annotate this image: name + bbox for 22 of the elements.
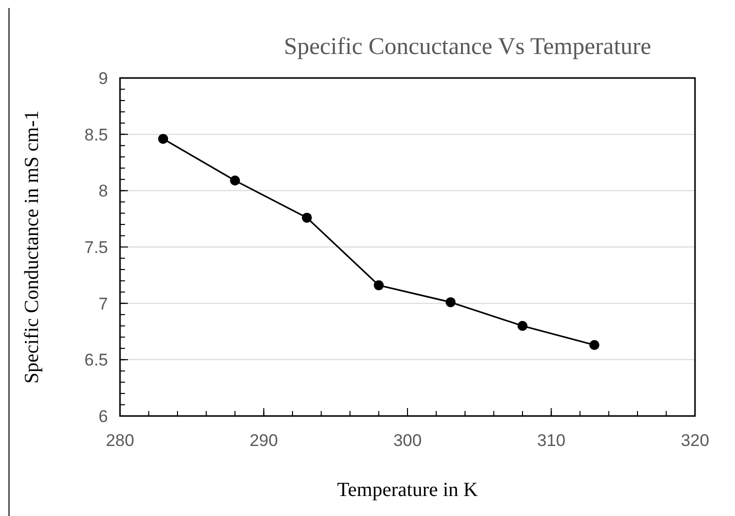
x-tick-label: 290 [250,431,278,450]
point [230,176,240,186]
x-axis-title: Temperature in K [337,479,478,501]
y-tick-label: 9 [98,69,108,88]
y-tick-label: 8.5 [84,125,108,144]
y-tick-label: 7 [98,294,108,314]
y-tick-label: 8 [98,182,108,201]
point [374,280,384,290]
point [158,134,168,144]
x-tick-label: 280 [106,431,134,450]
x-tick-label: 300 [393,431,422,450]
y-axis-title: Specific Conductance in mS cm-1 [21,110,43,384]
point [302,212,312,223]
y-tick-label: 6 [98,407,108,426]
x-tick-label: 310 [537,431,566,450]
point [589,340,600,350]
point [518,320,528,331]
x-tick-label: 320 [680,431,710,450]
point [446,297,456,308]
y-tick-label: 6.5 [84,350,108,370]
y-tick-label: 7.5 [84,238,108,257]
chart-title: Specific Concuctance Vs Temperature [284,34,652,60]
